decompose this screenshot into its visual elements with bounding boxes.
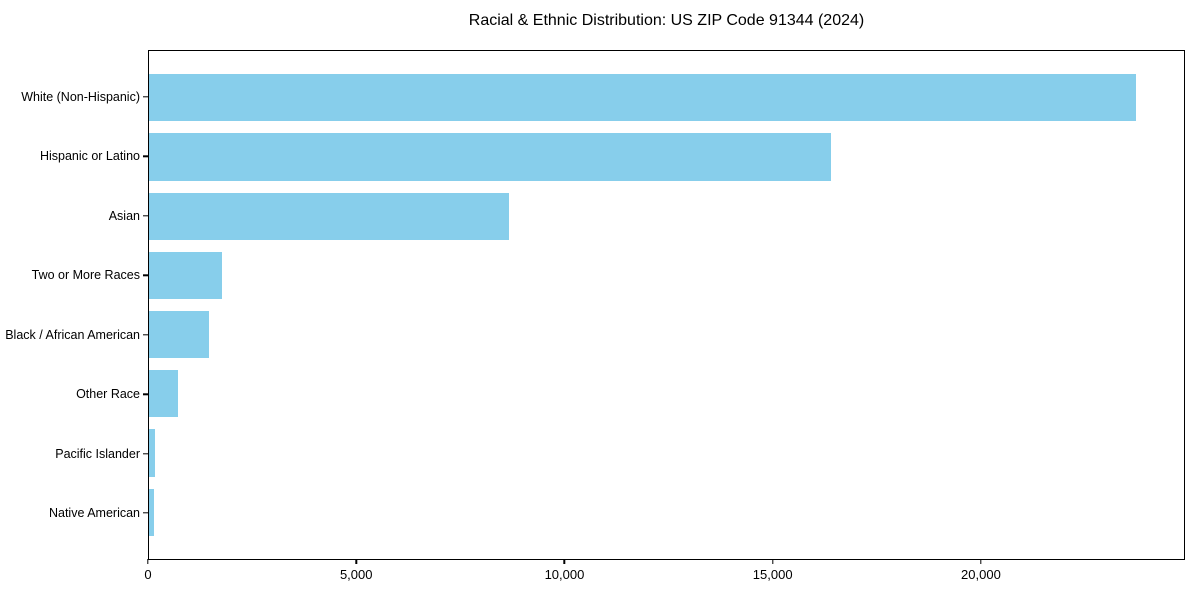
y-tick-mark bbox=[143, 274, 148, 276]
y-tick-mark bbox=[143, 512, 148, 514]
x-tick-label: 15,000 bbox=[752, 567, 793, 582]
bar bbox=[149, 310, 210, 359]
y-tick-label: Black / African American bbox=[5, 327, 140, 342]
x-tick-mark bbox=[980, 559, 982, 564]
y-tick-mark bbox=[143, 155, 148, 158]
y-tick-label: Other Race bbox=[76, 387, 140, 402]
bar bbox=[149, 488, 154, 536]
x-tick-mark bbox=[355, 559, 357, 564]
bars-container bbox=[149, 51, 1184, 559]
y-tick-label: Native American bbox=[48, 506, 140, 521]
bar bbox=[149, 192, 509, 240]
y-tick-label: White (Non-Hispanic) bbox=[21, 89, 140, 104]
bar bbox=[149, 251, 222, 300]
y-tick-mark bbox=[143, 96, 148, 98]
y-tick-mark bbox=[143, 452, 148, 455]
bar bbox=[149, 133, 831, 181]
y-axis: White (Non-Hispanic) Hispanic or Latino As… bbox=[0, 50, 140, 560]
y-tick-label: Two or More Races bbox=[31, 268, 140, 283]
x-tick-mark bbox=[771, 559, 774, 564]
bar bbox=[149, 74, 1137, 122]
x-tick-mark bbox=[563, 559, 566, 564]
x-tick-label: 5,000 bbox=[339, 567, 373, 582]
x-tick-mark bbox=[147, 559, 149, 564]
y-tick-mark bbox=[143, 393, 148, 395]
y-tick-label: Asian bbox=[108, 208, 140, 223]
x-tick-label: 10,000 bbox=[544, 567, 585, 582]
bar bbox=[149, 370, 178, 418]
x-tick-label: 20,000 bbox=[961, 567, 1001, 582]
x-axis: 0 5,000 10,000 15,000 20,000 bbox=[144, 559, 1185, 590]
plot-area bbox=[148, 50, 1185, 560]
y-tick-label: Hispanic or Latino bbox=[39, 149, 140, 164]
y-tick-mark bbox=[143, 215, 148, 217]
y-tick-label: Pacific Islander bbox=[55, 446, 140, 461]
chart-title: Racial & Ethnic Distribution: US ZIP Cod… bbox=[468, 12, 865, 29]
x-tick-label: 0 bbox=[144, 567, 152, 582]
bar bbox=[149, 429, 156, 477]
y-tick-mark bbox=[143, 334, 148, 336]
